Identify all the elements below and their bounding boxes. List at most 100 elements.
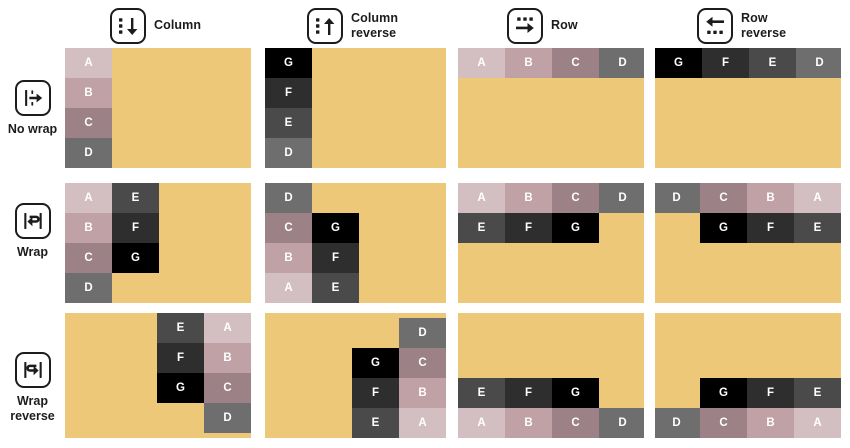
flex-item-g: G (157, 373, 204, 403)
flex-item-c: C (204, 373, 251, 403)
column-header-row-reverse: Row reverse (697, 8, 786, 44)
flex-item-f: F (505, 213, 552, 243)
flex-item-a: A (265, 273, 312, 303)
flex-item-e: E (112, 183, 159, 213)
flex-item-e: E (352, 408, 399, 438)
flex-item-g: G (700, 213, 747, 243)
flex-item-b: B (65, 78, 112, 108)
flex-item-d: D (655, 408, 700, 438)
flex-item-g: G (655, 48, 702, 78)
flex-item-e: E (458, 378, 505, 408)
flex-item-f: F (702, 48, 749, 78)
column-header-label: Column (154, 18, 202, 33)
flex-item-d: D (65, 273, 112, 303)
flex-item-f: F (157, 343, 204, 373)
column-direction-icon (110, 8, 146, 44)
column-header-column: Column (110, 8, 201, 44)
flex-item-d: D (655, 183, 700, 213)
row-reverse-header-label: Row reverse (741, 10, 787, 40)
flex-item-g: G (112, 243, 159, 273)
flex-item-f: F (747, 213, 794, 243)
flex-item-a: A (458, 183, 505, 213)
flex-item-e: E (157, 313, 204, 343)
flex-item-b: B (265, 243, 312, 273)
flex-item-b: B (747, 408, 794, 438)
row-header-wrap-reverse: Wrap reverse (4, 352, 61, 425)
flex-item-f: F (112, 213, 159, 243)
flex-item-d: D (265, 183, 312, 213)
flex-item-d: D (265, 138, 312, 168)
flex-item-c: C (65, 108, 112, 138)
flex-item-c: C (552, 183, 599, 213)
flex-item-b: B (65, 213, 112, 243)
flex-item-f: F (747, 378, 794, 408)
flex-item-a: A (204, 313, 251, 343)
flex-item-e: E (794, 213, 841, 243)
flex-item-d: D (796, 48, 841, 78)
flex-item-c: C (700, 408, 747, 438)
flex-item-g: G (312, 213, 359, 243)
flex-item-e: E (312, 273, 359, 303)
flex-item-d: D (599, 48, 644, 78)
flex-item-g: G (552, 213, 599, 243)
flex-item-e: E (458, 213, 505, 243)
flex-item-a: A (794, 408, 841, 438)
flex-item-f: F (265, 78, 312, 108)
flex-item-b: B (505, 408, 552, 438)
flex-item-b: B (505, 183, 552, 213)
flex-item-g: G (352, 348, 399, 378)
column-reverse-direction-icon (307, 8, 343, 44)
flex-item-a: A (65, 48, 112, 78)
row-direction-icon (507, 8, 543, 44)
flex-item-d: D (399, 318, 446, 348)
no-wrap-label: No wrap (7, 122, 58, 136)
flex-item-a: A (65, 183, 112, 213)
flex-item-a: A (794, 183, 841, 213)
no-wrap-icon (14, 80, 51, 116)
wrap-reverse-label: Wrap reverse (10, 394, 55, 424)
wrap-icon (14, 203, 51, 239)
row-header-nowrap: No wrap (4, 80, 61, 137)
flex-item-f: F (352, 378, 399, 408)
flex-item-c: C (552, 48, 599, 78)
flex-item-c: C (265, 213, 312, 243)
flex-item-c: C (700, 183, 747, 213)
column-reverse-header-label: Column reverse (351, 10, 399, 40)
flex-item-d: D (599, 183, 644, 213)
flex-item-b: B (505, 48, 552, 78)
flex-item-g: G (265, 48, 312, 78)
row-header-wrap: Wrap (4, 203, 61, 260)
row-reverse-direction-icon (697, 8, 733, 44)
flex-item-c: C (552, 408, 599, 438)
flex-item-a: A (399, 408, 446, 438)
wrap-reverse-icon (14, 352, 51, 388)
flex-item-e: E (794, 378, 841, 408)
